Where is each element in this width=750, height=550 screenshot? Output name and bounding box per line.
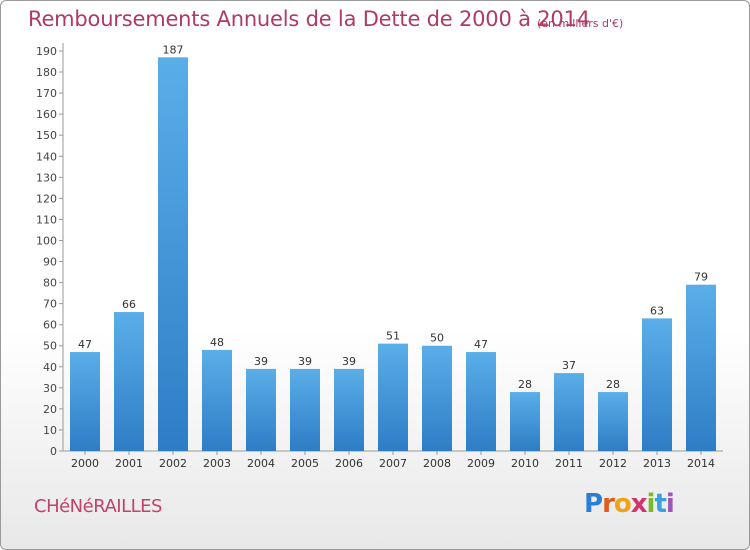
y-tick-label: 100 bbox=[36, 234, 57, 247]
x-tick-label: 2012 bbox=[599, 457, 627, 470]
bar bbox=[290, 368, 320, 451]
x-tick-label: 2007 bbox=[379, 457, 407, 470]
y-tick-label: 190 bbox=[36, 45, 57, 58]
y-tick-label: 50 bbox=[43, 340, 57, 353]
y-tick-label: 0 bbox=[50, 445, 57, 458]
y-tick-label: 20 bbox=[43, 403, 57, 416]
bar bbox=[202, 349, 232, 451]
y-tick-label: 90 bbox=[43, 256, 57, 269]
x-tick-label: 2011 bbox=[555, 457, 583, 470]
x-tick-label: 2004 bbox=[247, 457, 275, 470]
chart-title: Remboursements Annuels de la Dette de 20… bbox=[28, 7, 590, 31]
bar bbox=[378, 343, 408, 451]
x-tick-label: 2010 bbox=[511, 457, 539, 470]
y-tick-label: 40 bbox=[43, 361, 57, 374]
x-tick-label: 2006 bbox=[335, 457, 363, 470]
bar-value-label: 28 bbox=[606, 378, 620, 391]
logo-letter: i bbox=[646, 489, 656, 519]
y-tick-label: 140 bbox=[36, 150, 57, 163]
x-tick-label: 2003 bbox=[203, 457, 231, 470]
bar bbox=[70, 352, 100, 451]
y-tick-label: 10 bbox=[43, 424, 57, 437]
bar bbox=[554, 373, 584, 451]
y-tick-label: 80 bbox=[43, 277, 57, 290]
bar-value-label: 47 bbox=[474, 338, 488, 351]
y-tick-label: 160 bbox=[36, 108, 57, 121]
x-tick-label: 2014 bbox=[687, 457, 715, 470]
proxiti-logo: Proxiti bbox=[584, 489, 675, 519]
bar-value-label: 66 bbox=[122, 298, 136, 311]
y-tick-label: 30 bbox=[43, 382, 57, 395]
y-tick-label: 120 bbox=[36, 192, 57, 205]
bar-value-label: 39 bbox=[298, 355, 312, 368]
bar-value-label: 28 bbox=[518, 378, 532, 391]
bar-value-label: 47 bbox=[78, 338, 92, 351]
bar-value-label: 48 bbox=[210, 336, 224, 349]
y-tick-label: 70 bbox=[43, 298, 57, 311]
x-tick-label: 2002 bbox=[159, 457, 187, 470]
x-tick-label: 2005 bbox=[291, 457, 319, 470]
y-tick-label: 170 bbox=[36, 87, 57, 100]
x-tick-label: 2008 bbox=[423, 457, 451, 470]
commune-name: CHéNéRAILLES bbox=[34, 496, 162, 517]
bar bbox=[466, 352, 496, 451]
bar-value-label: 37 bbox=[562, 359, 576, 372]
logo-letter: i bbox=[665, 489, 675, 519]
bar bbox=[246, 368, 276, 451]
bar bbox=[686, 284, 716, 451]
x-tick-label: 2009 bbox=[467, 457, 495, 470]
bar-value-label: 39 bbox=[342, 355, 356, 368]
bar bbox=[598, 392, 628, 451]
logo-letter: t bbox=[654, 489, 666, 519]
x-tick-label: 2000 bbox=[71, 457, 99, 470]
bar-value-label: 187 bbox=[163, 43, 184, 56]
y-tick-label: 130 bbox=[36, 171, 57, 184]
bar-value-label: 63 bbox=[650, 304, 664, 317]
bar-value-label: 50 bbox=[430, 332, 444, 345]
y-tick-label: 60 bbox=[43, 319, 57, 332]
logo-letter: x bbox=[630, 489, 648, 519]
bar bbox=[642, 318, 672, 451]
bar-value-label: 51 bbox=[386, 330, 400, 343]
bar bbox=[510, 392, 540, 451]
y-tick-label: 150 bbox=[36, 129, 57, 142]
logo-letter: P bbox=[584, 489, 603, 519]
bar-value-label: 39 bbox=[254, 355, 268, 368]
chart-subtitle: (en milliers d'€) bbox=[537, 17, 624, 30]
y-tick-label: 180 bbox=[36, 66, 57, 79]
bar bbox=[158, 57, 188, 451]
bar bbox=[334, 368, 364, 451]
bar bbox=[114, 312, 144, 451]
bar-value-label: 79 bbox=[694, 271, 708, 284]
x-tick-label: 2013 bbox=[643, 457, 671, 470]
y-tick-label: 110 bbox=[36, 213, 57, 226]
x-tick-label: 2001 bbox=[115, 457, 143, 470]
logo-letter: r bbox=[602, 489, 615, 519]
logo-letter: o bbox=[613, 489, 632, 519]
bar bbox=[422, 345, 452, 451]
